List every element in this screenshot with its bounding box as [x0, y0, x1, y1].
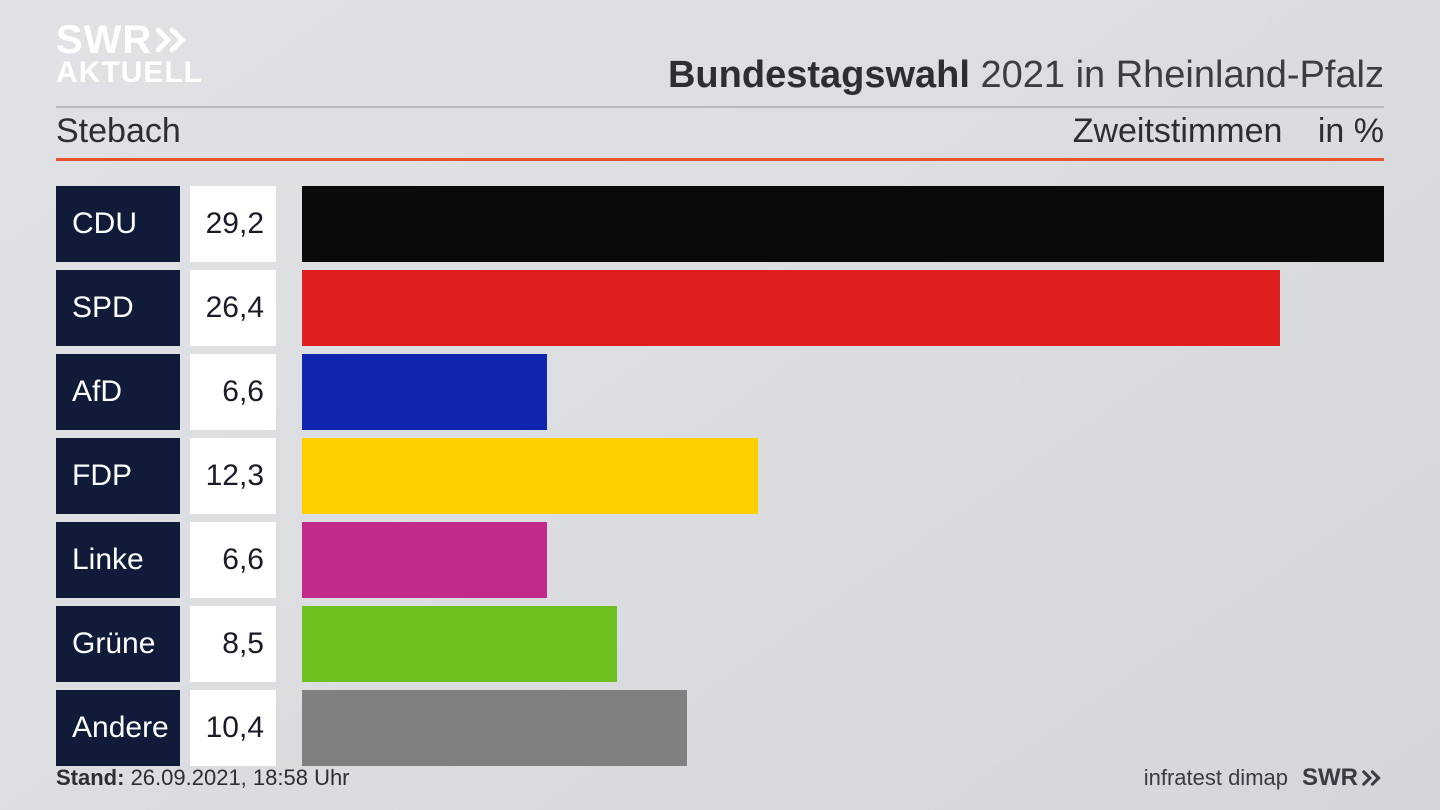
broadcaster-logo: SWR AKTUELL [56, 20, 203, 88]
subheader: Stebach Zweitstimmen in % [56, 112, 1384, 151]
bar [302, 186, 1384, 262]
bar-track [302, 522, 1384, 598]
timestamp-label: Stand: [56, 765, 124, 790]
attribution: infratest dimap SWR [1144, 764, 1384, 792]
chart-row: CDU29,2 [56, 186, 1384, 262]
logo-text-line1: SWR [56, 20, 152, 60]
party-label: FDP [56, 438, 180, 514]
metric-label: Zweitstimmen [1073, 112, 1283, 150]
party-label: Andere [56, 690, 180, 766]
chart-row: FDP12,3 [56, 438, 1384, 514]
bar [302, 522, 547, 598]
credit-text: infratest dimap [1144, 765, 1288, 791]
party-value: 26,4 [190, 270, 276, 346]
divider-thin [56, 106, 1384, 108]
bar-track [302, 186, 1384, 262]
party-value: 10,4 [190, 690, 276, 766]
party-value: 12,3 [190, 438, 276, 514]
chevron-right-icon [1362, 770, 1384, 786]
title-rest: 2021 in Rheinland-Pfalz [970, 54, 1384, 96]
bar-track [302, 270, 1384, 346]
party-value: 8,5 [190, 606, 276, 682]
credit-logo: SWR [1302, 764, 1384, 792]
timestamp-value: 26.09.2021, 18:58 Uhr [124, 765, 349, 790]
chart-row: Linke6,6 [56, 522, 1384, 598]
chart-row: SPD26,4 [56, 270, 1384, 346]
unit-label: in % [1318, 112, 1384, 150]
timestamp: Stand: 26.09.2021, 18:58 Uhr [56, 765, 350, 791]
party-value: 6,6 [190, 522, 276, 598]
footer: Stand: 26.09.2021, 18:58 Uhr infratest d… [56, 764, 1384, 792]
results-bar-chart: CDU29,2SPD26,4AfD6,6FDP12,3Linke6,6Grüne… [56, 186, 1384, 766]
divider-accent [56, 158, 1384, 161]
bar [302, 438, 758, 514]
party-label: SPD [56, 270, 180, 346]
party-label: CDU [56, 186, 180, 262]
bar [302, 690, 687, 766]
bar [302, 354, 547, 430]
page-title: Bundestagswahl 2021 in Rheinland-Pfalz [668, 54, 1384, 97]
bar-track [302, 354, 1384, 430]
chart-row: Grüne8,5 [56, 606, 1384, 682]
party-value: 29,2 [190, 186, 276, 262]
bar-track [302, 690, 1384, 766]
chevron-right-icon [156, 27, 190, 53]
party-value: 6,6 [190, 354, 276, 430]
location-label: Stebach [56, 112, 181, 151]
party-label: Grüne [56, 606, 180, 682]
bar-track [302, 438, 1384, 514]
title-bold: Bundestagswahl [668, 54, 970, 96]
logo-text-line2: AKTUELL [56, 58, 203, 88]
chart-row: AfD6,6 [56, 354, 1384, 430]
chart-row: Andere10,4 [56, 690, 1384, 766]
bar [302, 606, 617, 682]
party-label: AfD [56, 354, 180, 430]
party-label: Linke [56, 522, 180, 598]
bar-track [302, 606, 1384, 682]
bar [302, 270, 1280, 346]
